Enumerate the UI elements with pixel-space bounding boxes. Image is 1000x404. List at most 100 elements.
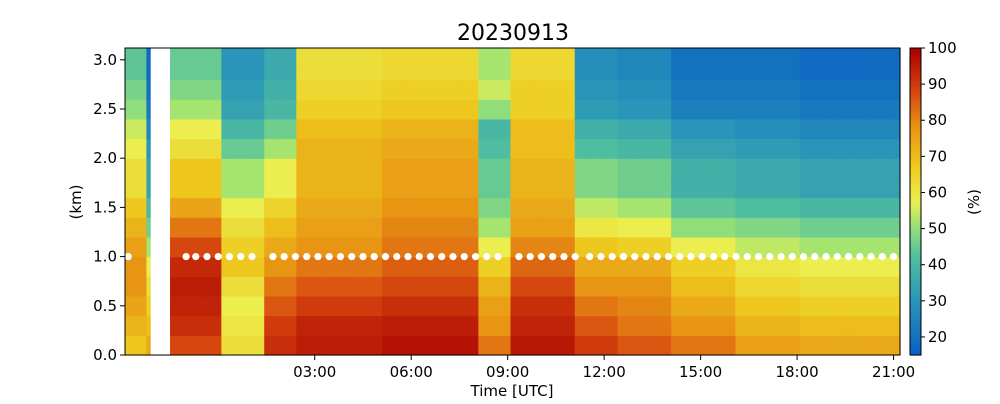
heatmap-cell bbox=[403, 236, 415, 258]
heatmap-cell bbox=[735, 48, 747, 61]
heatmap-cell bbox=[349, 315, 362, 336]
heatmap-cell bbox=[681, 59, 694, 81]
heatmap-cell bbox=[703, 217, 715, 238]
heatmap-cell bbox=[296, 99, 308, 120]
colorbar-segment bbox=[910, 86, 921, 90]
heatmap-cell bbox=[521, 276, 533, 297]
heatmap-cell bbox=[135, 99, 148, 120]
heatmap-cell bbox=[713, 295, 726, 317]
heatmap-cell bbox=[446, 335, 458, 356]
heatmap-cell bbox=[371, 335, 383, 356]
heatmap-cell bbox=[767, 59, 779, 81]
heatmap-cell bbox=[617, 197, 629, 218]
heatmap-cell bbox=[349, 99, 362, 120]
marker-point bbox=[811, 253, 819, 261]
heatmap-cell bbox=[671, 335, 683, 356]
heatmap-cell bbox=[606, 335, 619, 356]
heatmap-cell bbox=[285, 335, 297, 356]
heatmap-cell bbox=[660, 217, 672, 238]
heatmap-cell bbox=[821, 276, 833, 297]
heatmap-cell bbox=[360, 177, 372, 199]
heatmap-cell bbox=[392, 335, 405, 356]
heatmap-cell bbox=[681, 295, 694, 317]
heatmap-cell bbox=[596, 158, 608, 179]
heatmap-cell bbox=[874, 197, 886, 218]
heatmap-cell bbox=[435, 177, 447, 199]
colorbar-tick-label: 70 bbox=[928, 147, 947, 165]
heatmap-cell bbox=[542, 236, 554, 258]
heatmap-cell bbox=[542, 99, 554, 120]
marker-point bbox=[586, 253, 594, 261]
heatmap-cell bbox=[853, 99, 865, 120]
colorbar-tick-label: 50 bbox=[928, 220, 947, 238]
marker-point bbox=[214, 253, 222, 261]
heatmap-cell bbox=[403, 276, 415, 297]
heatmap-cell bbox=[821, 335, 833, 356]
heatmap-cell bbox=[574, 177, 587, 199]
heatmap-cell bbox=[553, 276, 565, 297]
heatmap-cell bbox=[863, 335, 876, 356]
heatmap-cell bbox=[767, 138, 779, 159]
heatmap-cell bbox=[778, 99, 790, 120]
heatmap-cell bbox=[456, 236, 469, 258]
heatmap-cell bbox=[424, 177, 437, 199]
heatmap-cell bbox=[264, 99, 276, 120]
heatmap-cell bbox=[681, 158, 694, 179]
heatmap-cell bbox=[692, 59, 704, 81]
heatmap-cell bbox=[510, 276, 522, 297]
heatmap-cell bbox=[724, 79, 736, 100]
heatmap-cell bbox=[703, 315, 715, 336]
marker-point bbox=[415, 253, 423, 261]
colorbar-segment bbox=[910, 234, 921, 238]
heatmap-cell bbox=[178, 48, 190, 61]
heatmap-cell bbox=[521, 138, 533, 159]
colorbar-segment bbox=[910, 81, 921, 85]
marker-point bbox=[526, 253, 534, 261]
heatmap-cell bbox=[724, 236, 736, 258]
heatmap-cell bbox=[467, 158, 479, 179]
marker-point bbox=[460, 253, 468, 261]
heatmap-cell bbox=[221, 79, 233, 100]
heatmap-cell bbox=[135, 118, 148, 140]
heatmap-cell bbox=[510, 99, 522, 120]
heatmap-cell bbox=[585, 158, 597, 179]
colorbar-segment bbox=[910, 252, 921, 256]
heatmap-cell bbox=[403, 48, 415, 61]
heatmap-cell bbox=[435, 197, 447, 218]
colorbar-label: (%) bbox=[965, 189, 983, 215]
heatmap-cell bbox=[414, 315, 426, 336]
heatmap-cell bbox=[189, 236, 201, 258]
heatmap-cell bbox=[317, 48, 330, 61]
heatmap-cell bbox=[489, 79, 501, 100]
heatmap-cell bbox=[328, 335, 340, 356]
colorbar-segment bbox=[910, 247, 921, 251]
heatmap-cell bbox=[885, 276, 897, 297]
heatmap-cell bbox=[328, 48, 340, 61]
heatmap-cell bbox=[456, 295, 469, 317]
heatmap-cell bbox=[189, 138, 201, 159]
heatmap-cell bbox=[253, 99, 265, 120]
heatmap-cell bbox=[681, 138, 694, 159]
heatmap-cell bbox=[274, 79, 287, 100]
heatmap-cell bbox=[242, 335, 255, 356]
heatmap-cell bbox=[853, 118, 865, 140]
heatmap-cell bbox=[564, 256, 576, 277]
marker-point bbox=[754, 253, 763, 261]
heatmap-cell bbox=[703, 177, 715, 199]
heatmap-cell bbox=[649, 118, 662, 140]
colorbar-segment bbox=[910, 94, 921, 98]
colorbar-segment bbox=[910, 111, 921, 116]
heatmap-cell bbox=[639, 79, 651, 100]
heatmap-cell bbox=[660, 158, 672, 179]
heatmap-cell bbox=[189, 177, 201, 199]
marker-point bbox=[336, 253, 345, 261]
heatmap-cell bbox=[735, 99, 747, 120]
heatmap-cell bbox=[135, 276, 148, 297]
heatmap-cell bbox=[628, 138, 640, 159]
heatmap-cell bbox=[199, 79, 212, 100]
colorbar-segment bbox=[910, 265, 921, 269]
heatmap-cell bbox=[478, 48, 490, 61]
heatmap-cell bbox=[424, 158, 437, 179]
heatmap-cell bbox=[885, 158, 897, 179]
marker-series bbox=[124, 253, 898, 261]
